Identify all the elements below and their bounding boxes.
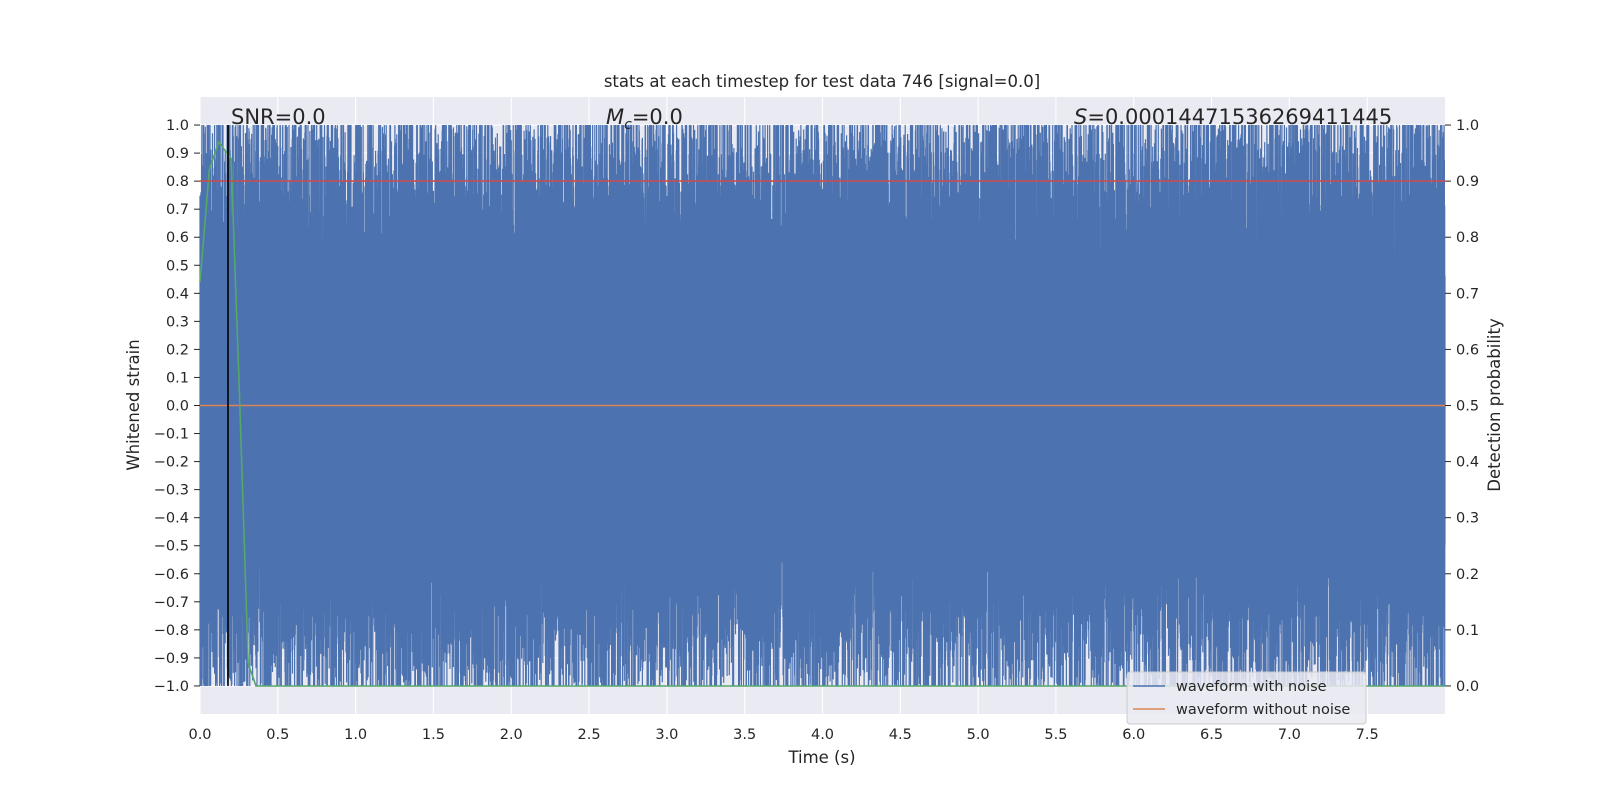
y-tick-label: 0.6 bbox=[166, 230, 189, 246]
line-series bbox=[199, 125, 1445, 687]
chirp-mass-subscript: c bbox=[624, 117, 632, 133]
y-right-tick-label: 0.7 bbox=[1456, 286, 1479, 302]
y-tick-label: −0.1 bbox=[154, 427, 189, 443]
snr-annotation: SNR=0.0 bbox=[231, 105, 326, 129]
x-tick-label: 0.5 bbox=[266, 727, 289, 743]
y-tick-label: −0.6 bbox=[154, 567, 189, 583]
y-tick-label: 0.5 bbox=[166, 258, 189, 274]
y-tick-label: 1.0 bbox=[166, 118, 189, 134]
y-tick-label: −0.2 bbox=[154, 455, 189, 471]
y-tick-label: 0.4 bbox=[166, 286, 189, 302]
score-value: =0.00014471536269411445 bbox=[1087, 105, 1392, 129]
chirp-mass-symbol: M bbox=[606, 105, 624, 129]
x-tick-label: 0.0 bbox=[188, 727, 211, 743]
y-right-tick-label: 0.0 bbox=[1456, 679, 1479, 695]
y-tick-label: 0.7 bbox=[166, 202, 189, 218]
y-tick-label: −0.5 bbox=[154, 539, 189, 555]
x-tick-label: 5.0 bbox=[967, 727, 990, 743]
y-tick-label: −0.8 bbox=[154, 623, 189, 639]
chart-title: stats at each timestep for test data 746… bbox=[604, 72, 1040, 91]
y-right-tick-label: 1.0 bbox=[1456, 118, 1479, 134]
y-right-tick-label: 0.1 bbox=[1456, 623, 1479, 639]
y-tick-label: 0.1 bbox=[166, 370, 189, 386]
y-tick-label: −0.7 bbox=[154, 595, 189, 611]
y-axis-label: Whitened strain bbox=[124, 339, 143, 470]
legend-label-noise: waveform with noise bbox=[1176, 679, 1327, 695]
detection-probability-line bbox=[199, 140, 1445, 687]
x-tick-label: 2.5 bbox=[578, 727, 601, 743]
score-symbol: S bbox=[1074, 105, 1087, 129]
x-tick-label: 5.5 bbox=[1044, 727, 1067, 743]
x-tick-label: 2.0 bbox=[500, 727, 523, 743]
y-tick-label: 0.9 bbox=[166, 146, 189, 162]
x-tick-labels: 0.0 0.5 1.0 1.5 2.0 2.5 3.0 3.5 4.0 4.5 5.0 5.5 6.0 6… bbox=[188, 727, 1378, 743]
x-tick-label: 3.5 bbox=[733, 727, 756, 743]
x-tick-label: 6.0 bbox=[1122, 727, 1145, 743]
chirp-mass-value: =0.0 bbox=[632, 105, 683, 129]
y-right-tick-label: 0.2 bbox=[1456, 567, 1479, 583]
y-right-tick-label: 0.4 bbox=[1456, 455, 1479, 471]
x-tick-label: 4.5 bbox=[889, 727, 912, 743]
x-tick-label: 3.0 bbox=[655, 727, 678, 743]
y-tick-label: −1.0 bbox=[154, 679, 189, 695]
legend-box bbox=[1126, 671, 1367, 725]
chirp-mass-annotation: Mc=0.0 bbox=[606, 105, 683, 133]
y-tick-label: −0.4 bbox=[154, 511, 189, 527]
y-tick-label: 0.8 bbox=[166, 174, 189, 190]
y-tick-label: −0.9 bbox=[154, 651, 189, 667]
y-right-axis-label: Detection probability bbox=[1485, 318, 1504, 492]
waveform-with-noise-series bbox=[199, 124, 1446, 687]
legend: waveform with noise waveform without noi… bbox=[1126, 671, 1367, 725]
score-annotation: S=0.00014471536269411445 bbox=[1074, 105, 1392, 129]
y-tick-label: −0.3 bbox=[154, 483, 189, 499]
x-tick-label: 1.0 bbox=[344, 727, 367, 743]
y-tick-label: 0.0 bbox=[166, 399, 189, 415]
x-axis-label: Time (s) bbox=[787, 748, 855, 767]
x-tick-label: 1.5 bbox=[422, 727, 445, 743]
y-right-tick-label: 0.3 bbox=[1456, 511, 1479, 527]
y-right-tick-label: 0.6 bbox=[1456, 342, 1479, 358]
y-tick-label: 0.2 bbox=[166, 342, 189, 358]
legend-label-clean: waveform without noise bbox=[1176, 702, 1350, 718]
y-right-tick-label: 0.9 bbox=[1456, 174, 1479, 190]
y-right-tick-labels: 1.0 0.9 0.8 0.7 0.6 0.5 0.4 0.3 0.2 0.1 0.0 bbox=[1445, 118, 1479, 695]
y-right-tick-label: 0.5 bbox=[1456, 399, 1479, 415]
x-tick-label: 6.5 bbox=[1200, 727, 1223, 743]
x-tick-label: 7.0 bbox=[1278, 727, 1301, 743]
y-tick-labels: 1.0 0.9 0.8 0.7 0.6 0.5 0.4 0.3 0.2 0.1 0.0 −0.1 −0.… bbox=[154, 118, 200, 695]
x-tick-label: 7.5 bbox=[1356, 727, 1379, 743]
noise-waveform-line bbox=[199, 124, 1446, 687]
y-right-tick-label: 0.8 bbox=[1456, 230, 1479, 246]
x-tick-label: 4.0 bbox=[811, 727, 834, 743]
y-tick-label: 0.3 bbox=[166, 314, 189, 330]
